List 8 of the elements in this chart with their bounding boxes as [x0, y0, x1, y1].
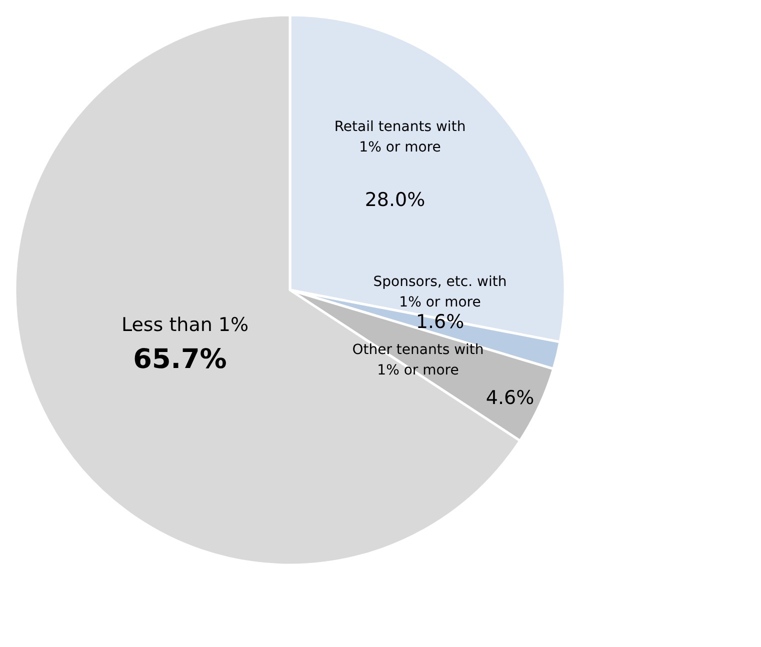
- slice-label: Less than 1%: [121, 314, 249, 336]
- data-label: 1.6%: [416, 311, 464, 333]
- data-label: 65.7%: [133, 344, 227, 375]
- slice-label: Other tenants with 1% or more: [352, 342, 484, 378]
- slice-label: Retail tenants with 1% or more: [334, 119, 466, 156]
- data-label: 28.0%: [364, 189, 426, 211]
- slice-label: Sponsors, etc. with 1% or more: [373, 274, 507, 310]
- data-label: 4.6%: [486, 387, 534, 409]
